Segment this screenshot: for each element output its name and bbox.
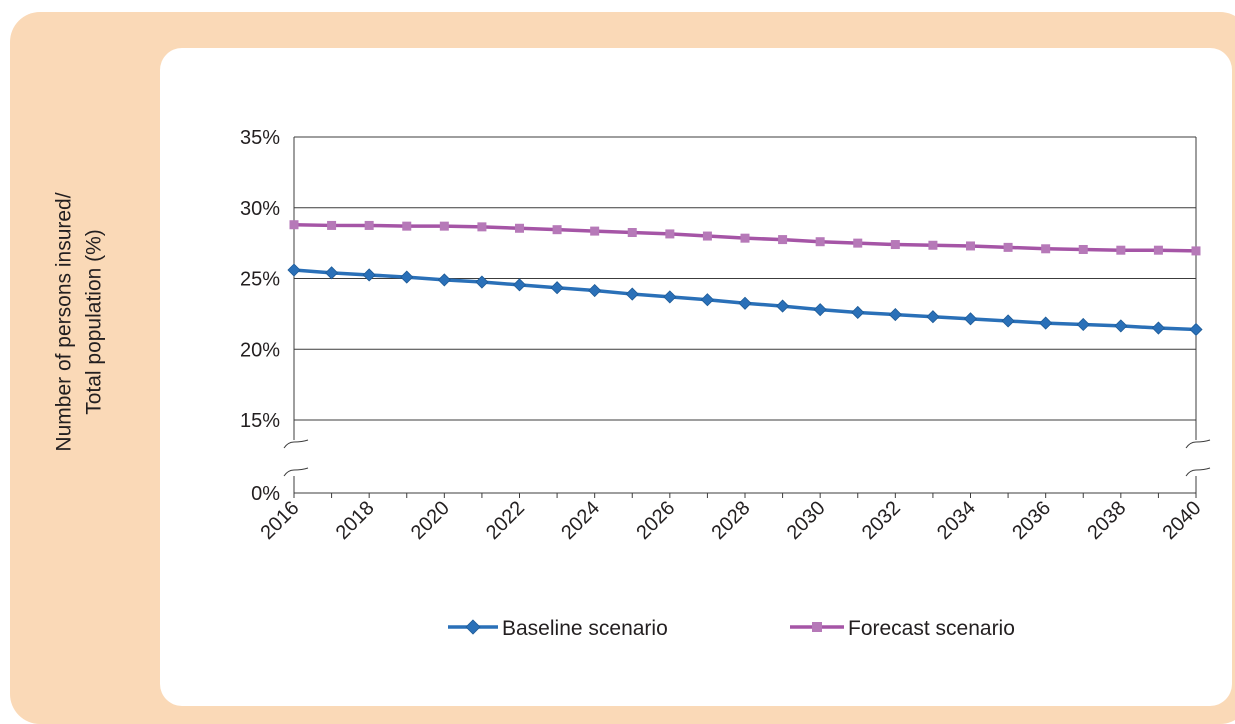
y-axis-title-line-1: Number of persons insured/ xyxy=(53,192,77,452)
chart-frame: Number of persons insured/ Total populat… xyxy=(10,12,1235,724)
data-point xyxy=(776,299,790,313)
data-point xyxy=(1078,244,1088,254)
data-point xyxy=(966,241,975,251)
legend-marker xyxy=(465,619,481,635)
y-axis-title: Number of persons insured/ Total populat… xyxy=(10,142,150,502)
x-tick-label: 2024 xyxy=(557,497,604,544)
data-point xyxy=(963,312,978,326)
x-tick-label: 2028 xyxy=(708,497,755,544)
data-point xyxy=(439,221,449,231)
data-point xyxy=(1151,321,1165,335)
line-chart: 0%15%20%25%30%35%2016 2018 2020 2022 2024 202… xyxy=(240,127,1211,640)
x-tick-label: 2032 xyxy=(858,497,905,544)
x-tick-label: 2026 xyxy=(632,497,679,544)
data-point xyxy=(853,238,863,248)
data-point xyxy=(890,240,900,250)
x-tick-label: 2034 xyxy=(933,497,980,544)
x-tick-label: 2018 xyxy=(332,497,379,544)
legend-label: Baseline scenario xyxy=(502,617,668,640)
data-point xyxy=(738,296,752,310)
data-point xyxy=(362,268,376,282)
data-point xyxy=(702,231,712,241)
data-point xyxy=(888,308,902,322)
data-point xyxy=(512,278,527,292)
data-point xyxy=(1114,319,1128,333)
data-point xyxy=(700,293,714,307)
legend-label: Forecast scenario xyxy=(848,617,1015,640)
data-point xyxy=(928,240,938,250)
data-point xyxy=(364,220,374,230)
data-point xyxy=(1001,314,1015,328)
data-point xyxy=(437,273,451,287)
data-point xyxy=(926,310,940,324)
x-tick-label: 2030 xyxy=(783,497,830,544)
axis-break-mark xyxy=(283,439,309,449)
data-point xyxy=(1003,242,1013,252)
axis-break-mark xyxy=(1185,467,1211,477)
x-tick-label: 2020 xyxy=(407,497,454,544)
data-point xyxy=(1191,246,1201,256)
data-point xyxy=(1189,322,1203,337)
y-tick-label: 15% xyxy=(240,410,280,432)
x-tick-label: 2022 xyxy=(482,497,529,544)
y-tick-label: 30% xyxy=(240,198,280,220)
y-tick-label: 20% xyxy=(240,339,280,361)
data-point xyxy=(778,235,788,245)
axis-break-mark xyxy=(283,467,309,477)
data-point xyxy=(550,281,564,295)
data-point xyxy=(1153,245,1163,255)
data-point xyxy=(588,283,602,298)
data-point xyxy=(400,270,414,284)
data-point xyxy=(625,287,639,301)
plot-panel: 0% 15% 20% 25% 30% 35% 2016 2018 2020 2022 2024 202… xyxy=(160,48,1232,706)
data-point xyxy=(1116,245,1126,255)
data-point xyxy=(813,303,827,317)
data-point xyxy=(325,266,339,280)
data-point xyxy=(475,275,489,289)
y-tick-label: 25% xyxy=(240,269,280,291)
data-point xyxy=(663,290,677,304)
y-axis-title-line-2: Total population (%) xyxy=(83,229,107,415)
data-point xyxy=(851,305,865,320)
y-tick-label: 0% xyxy=(251,483,280,505)
data-point xyxy=(515,223,524,233)
data-point xyxy=(327,220,337,230)
y-tick-label: 35% xyxy=(240,127,280,149)
legend-marker xyxy=(812,622,822,632)
x-tick-label: 2040 xyxy=(1159,497,1206,544)
data-point xyxy=(665,229,675,239)
data-point xyxy=(477,222,487,232)
data-point xyxy=(1076,317,1090,332)
data-point xyxy=(590,226,600,236)
data-point xyxy=(289,220,299,230)
data-point xyxy=(740,233,750,243)
data-point xyxy=(402,221,412,231)
data-point xyxy=(627,228,637,238)
data-point xyxy=(815,237,825,247)
data-point xyxy=(552,225,562,235)
x-tick-label: 2036 xyxy=(1008,497,1055,544)
data-point xyxy=(1039,316,1053,330)
data-point xyxy=(1041,244,1051,254)
data-point xyxy=(287,263,301,277)
x-tick-label: 2038 xyxy=(1083,497,1130,544)
axis-break-mark xyxy=(1185,439,1211,449)
